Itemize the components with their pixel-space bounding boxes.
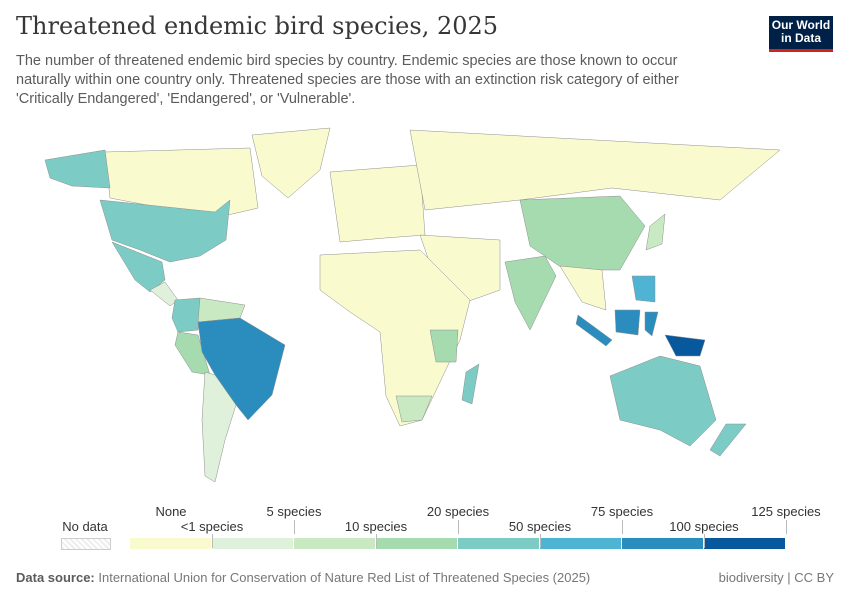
legend-upper-label: None <box>155 504 187 519</box>
region-madagascar[interactable] <box>461 363 480 405</box>
legend-no-data-label: No data <box>62 519 108 534</box>
region-new-zealand[interactable] <box>709 423 747 457</box>
legend-tick <box>704 534 705 548</box>
logo-text: Our World in Data <box>771 18 831 45</box>
legend-bin-2[interactable] <box>294 538 376 549</box>
region-sumatra-java[interactable] <box>575 314 613 347</box>
region-east-africa[interactable] <box>429 329 459 363</box>
legend-lower-label: 10 species <box>344 519 408 534</box>
region-southern-cone[interactable] <box>201 371 237 483</box>
legend-bin-7[interactable] <box>704 538 786 549</box>
region-peru[interactable] <box>174 331 211 376</box>
source-text[interactable]: International Union for Conservation of … <box>98 570 591 585</box>
region-southeast-asia[interactable] <box>559 265 607 311</box>
legend-tick <box>294 520 295 534</box>
region-india[interactable] <box>504 255 557 331</box>
legend-bin-6[interactable] <box>622 538 704 549</box>
owid-logo[interactable]: Our World in Data <box>769 16 833 52</box>
region-borneo[interactable] <box>614 309 641 336</box>
legend-color-bar <box>130 538 786 549</box>
region-russia[interactable] <box>409 129 781 211</box>
legend-tick <box>786 520 787 534</box>
region-greenland[interactable] <box>251 127 331 199</box>
legend-lower-label: <1 species <box>180 519 244 534</box>
legend-upper-label: 20 species <box>426 504 490 519</box>
legend-upper-label: 125 species <box>751 504 821 519</box>
region-europe[interactable] <box>329 164 426 243</box>
region-canada[interactable] <box>104 147 259 219</box>
region-usa[interactable] <box>99 199 231 263</box>
region-new-guinea[interactable] <box>664 334 706 357</box>
legend-bin-5[interactable] <box>540 538 622 549</box>
region-japan[interactable] <box>645 213 666 251</box>
legend-tick <box>212 534 213 548</box>
source-label: Data source: <box>16 570 95 585</box>
legend-lower-label: 100 species <box>669 519 739 534</box>
region-africa[interactable] <box>319 249 471 427</box>
legend-bin-0[interactable] <box>130 538 212 549</box>
legend-bin-1[interactable] <box>212 538 294 549</box>
license[interactable]: biodiversity | CC BY <box>718 570 834 585</box>
legend-lower-label: 50 species <box>508 519 572 534</box>
world-map <box>44 127 781 483</box>
region-philippines[interactable] <box>631 275 656 303</box>
region-sulawesi[interactable] <box>644 311 659 337</box>
legend-bin-4[interactable] <box>458 538 540 549</box>
region-colombia-ecuador[interactable] <box>171 297 201 333</box>
subtitle: The number of threatened endemic bird sp… <box>16 53 679 107</box>
legend-tick <box>540 534 541 548</box>
legend-tick <box>622 520 623 534</box>
legend-upper-label: 75 species <box>590 504 654 519</box>
region-southern-africa[interactable] <box>395 395 433 423</box>
region-china[interactable] <box>519 195 646 271</box>
legend-bin-3[interactable] <box>376 538 458 549</box>
legend-no-data-swatch <box>61 538 111 550</box>
region-alaska[interactable] <box>44 149 111 189</box>
region-brazil[interactable] <box>197 317 286 421</box>
data-source: Data source: International Union for Con… <box>16 570 590 585</box>
legend-tick <box>458 520 459 534</box>
legend-tick <box>376 534 377 548</box>
legend-upper-label: 5 species <box>266 504 322 519</box>
page-title: Threatened endemic bird species, 2025 <box>16 12 499 40</box>
region-australia[interactable] <box>609 355 717 447</box>
